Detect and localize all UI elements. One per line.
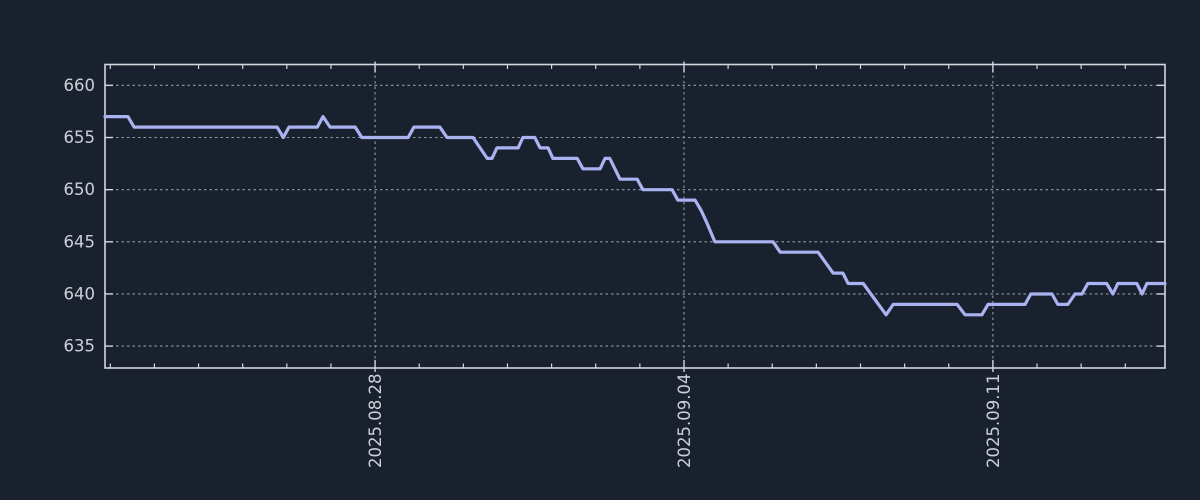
y-tick-label-645: 645 (64, 232, 96, 251)
x-tick-label-2025.08.28: 2025.08.28 (366, 374, 385, 468)
x-tick-label-2025.09.04: 2025.09.04 (675, 374, 694, 468)
y-tick-label-635: 635 (64, 337, 96, 356)
series-line-instances (103, 114, 1167, 317)
y-tick-label-640: 640 (64, 284, 96, 303)
x-tick-label-2025.09.11: 2025.09.11 (984, 374, 1003, 468)
plot-border (104, 63, 1166, 369)
y-tick-label-660: 660 (64, 76, 96, 95)
y-tick-label-655: 655 (64, 128, 96, 147)
y-tick-label-650: 650 (64, 180, 96, 199)
